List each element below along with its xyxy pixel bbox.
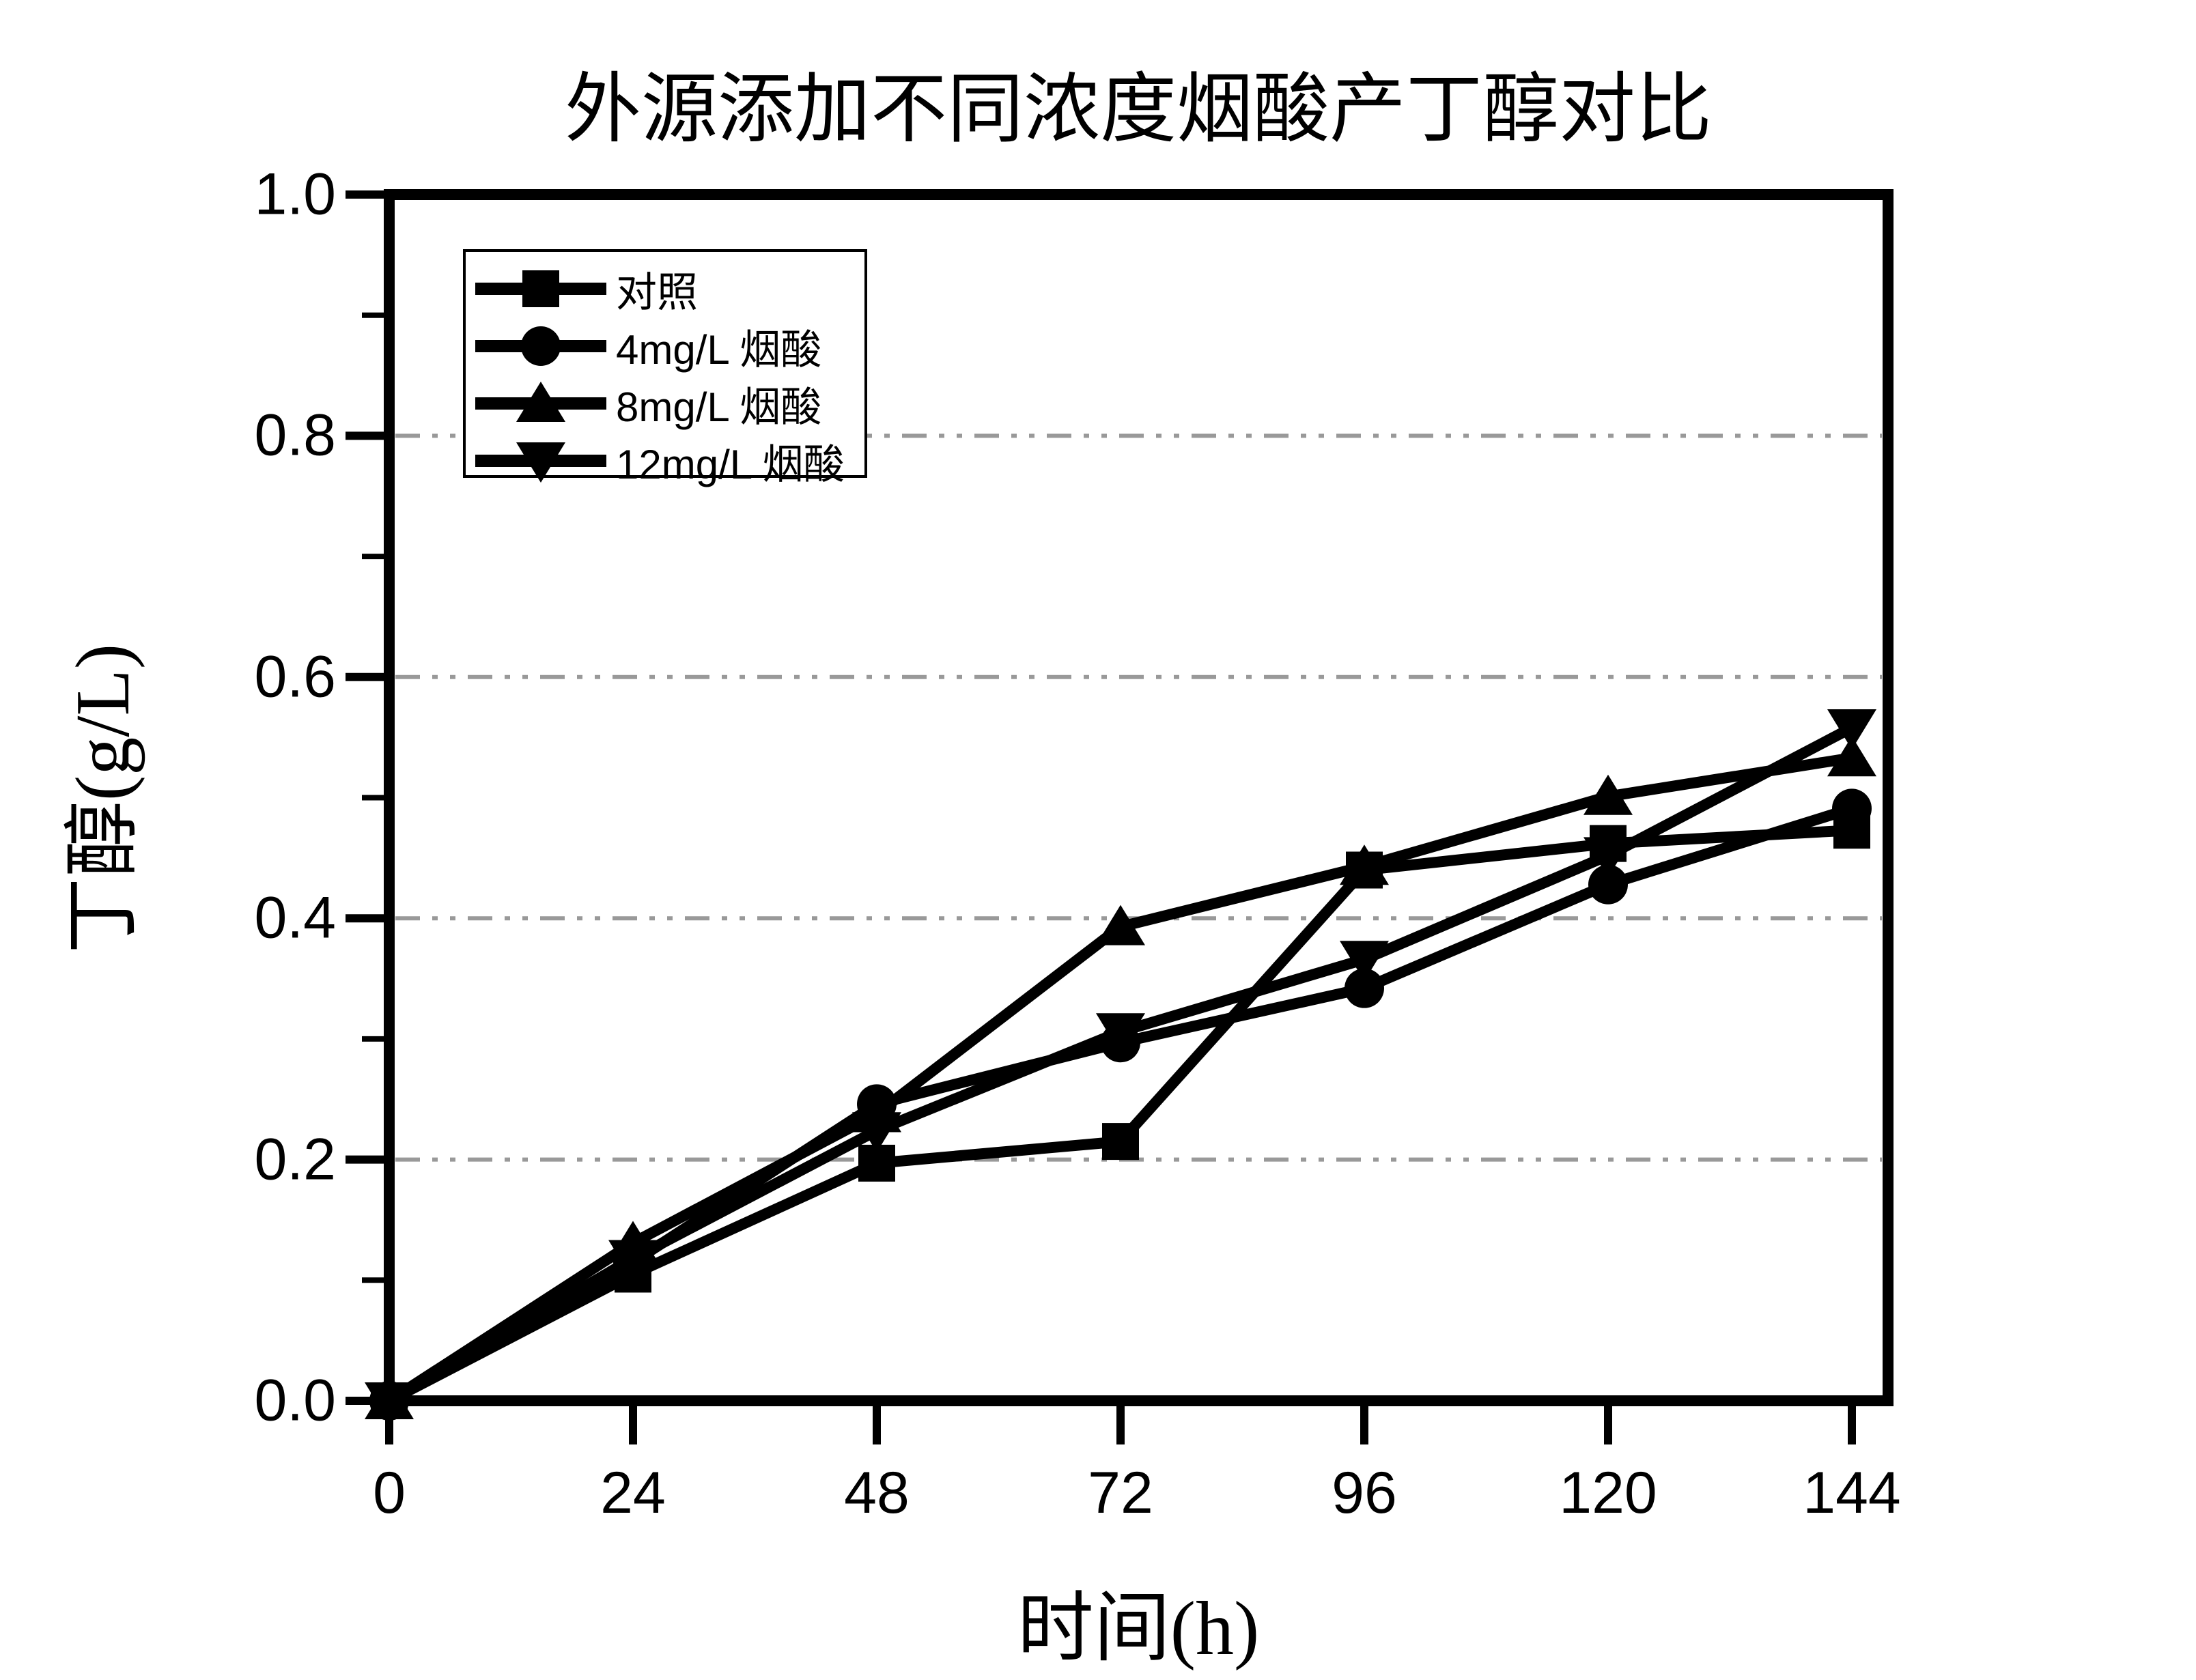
series-line <box>384 752 1857 1406</box>
legend-marker-triangle-up <box>516 382 565 422</box>
y-tick-label: 1.0 <box>254 161 336 227</box>
legend-item-3: 8mg/L 烟酸 <box>466 375 864 432</box>
x-tick-label: 144 <box>1803 1460 1901 1526</box>
x-tick-label: 96 <box>1332 1460 1397 1526</box>
x-tick-label: 72 <box>1088 1460 1153 1526</box>
marker-circle <box>1588 864 1628 905</box>
marker-circle <box>1832 788 1872 829</box>
x-tick-label: 48 <box>844 1460 910 1526</box>
marker-triangle-down <box>852 1112 901 1153</box>
marker-triangle-up <box>1340 844 1389 885</box>
x-axis-title: 时间(h) <box>1017 1586 1260 1671</box>
chart-title: 外源添加不同浓度烟酸产丁醇对比 <box>565 68 1712 152</box>
marker-square <box>1102 1123 1139 1161</box>
legend: 对照 4mg/L 烟酸 8mg/L 烟酸 12mg/L 烟酸 <box>463 249 867 487</box>
legend-item-label: 对照 <box>616 269 698 315</box>
x-tick-label: 24 <box>600 1460 666 1526</box>
legend-marker-square <box>522 270 559 307</box>
x-tick-label: 0 <box>373 1460 406 1526</box>
series-line <box>384 803 1857 1406</box>
marker-triangle-up <box>1827 736 1876 777</box>
marker-triangle-up <box>1096 905 1145 945</box>
plot-frame <box>384 189 1894 1406</box>
marker-triangle-down <box>1340 941 1389 982</box>
legend-sample-triangle-down <box>475 442 606 483</box>
x-tick-label: 120 <box>1559 1460 1657 1526</box>
marker-triangle-down <box>1096 1013 1145 1054</box>
legend-item-2: 4mg/L 烟酸 <box>466 317 864 375</box>
legend-item-1: 对照 <box>466 260 864 317</box>
marker-triangle-down <box>1827 709 1876 750</box>
legend-item-label: 8mg/L 烟酸 <box>616 384 822 430</box>
y-tick-label: 0.2 <box>254 1126 336 1193</box>
legend-marker-triangle-down <box>516 442 565 483</box>
legend-item-4: 12mg/L 烟酸 <box>466 432 864 489</box>
series-line <box>384 722 1857 1406</box>
marker-triangle-down <box>608 1240 658 1281</box>
legend-sample-circle <box>475 326 606 366</box>
y-tick-label: 0.8 <box>254 402 336 468</box>
legend-item-label: 4mg/L 烟酸 <box>616 326 822 373</box>
legend-marker-circle <box>521 326 561 366</box>
legend-sample-square <box>475 270 606 307</box>
marker-triangle-down <box>365 1382 414 1423</box>
marker-triangle-up <box>1583 774 1633 815</box>
legend-sample-triangle-up <box>475 382 606 422</box>
y-tick-label: 0.6 <box>254 644 336 710</box>
y-tick-label: 0.4 <box>254 885 336 951</box>
marker-circle <box>1345 968 1384 1008</box>
y-tick-label: 0.0 <box>254 1367 336 1434</box>
legend-item-label: 12mg/L 烟酸 <box>616 441 845 487</box>
marker-triangle-down <box>1583 837 1633 878</box>
